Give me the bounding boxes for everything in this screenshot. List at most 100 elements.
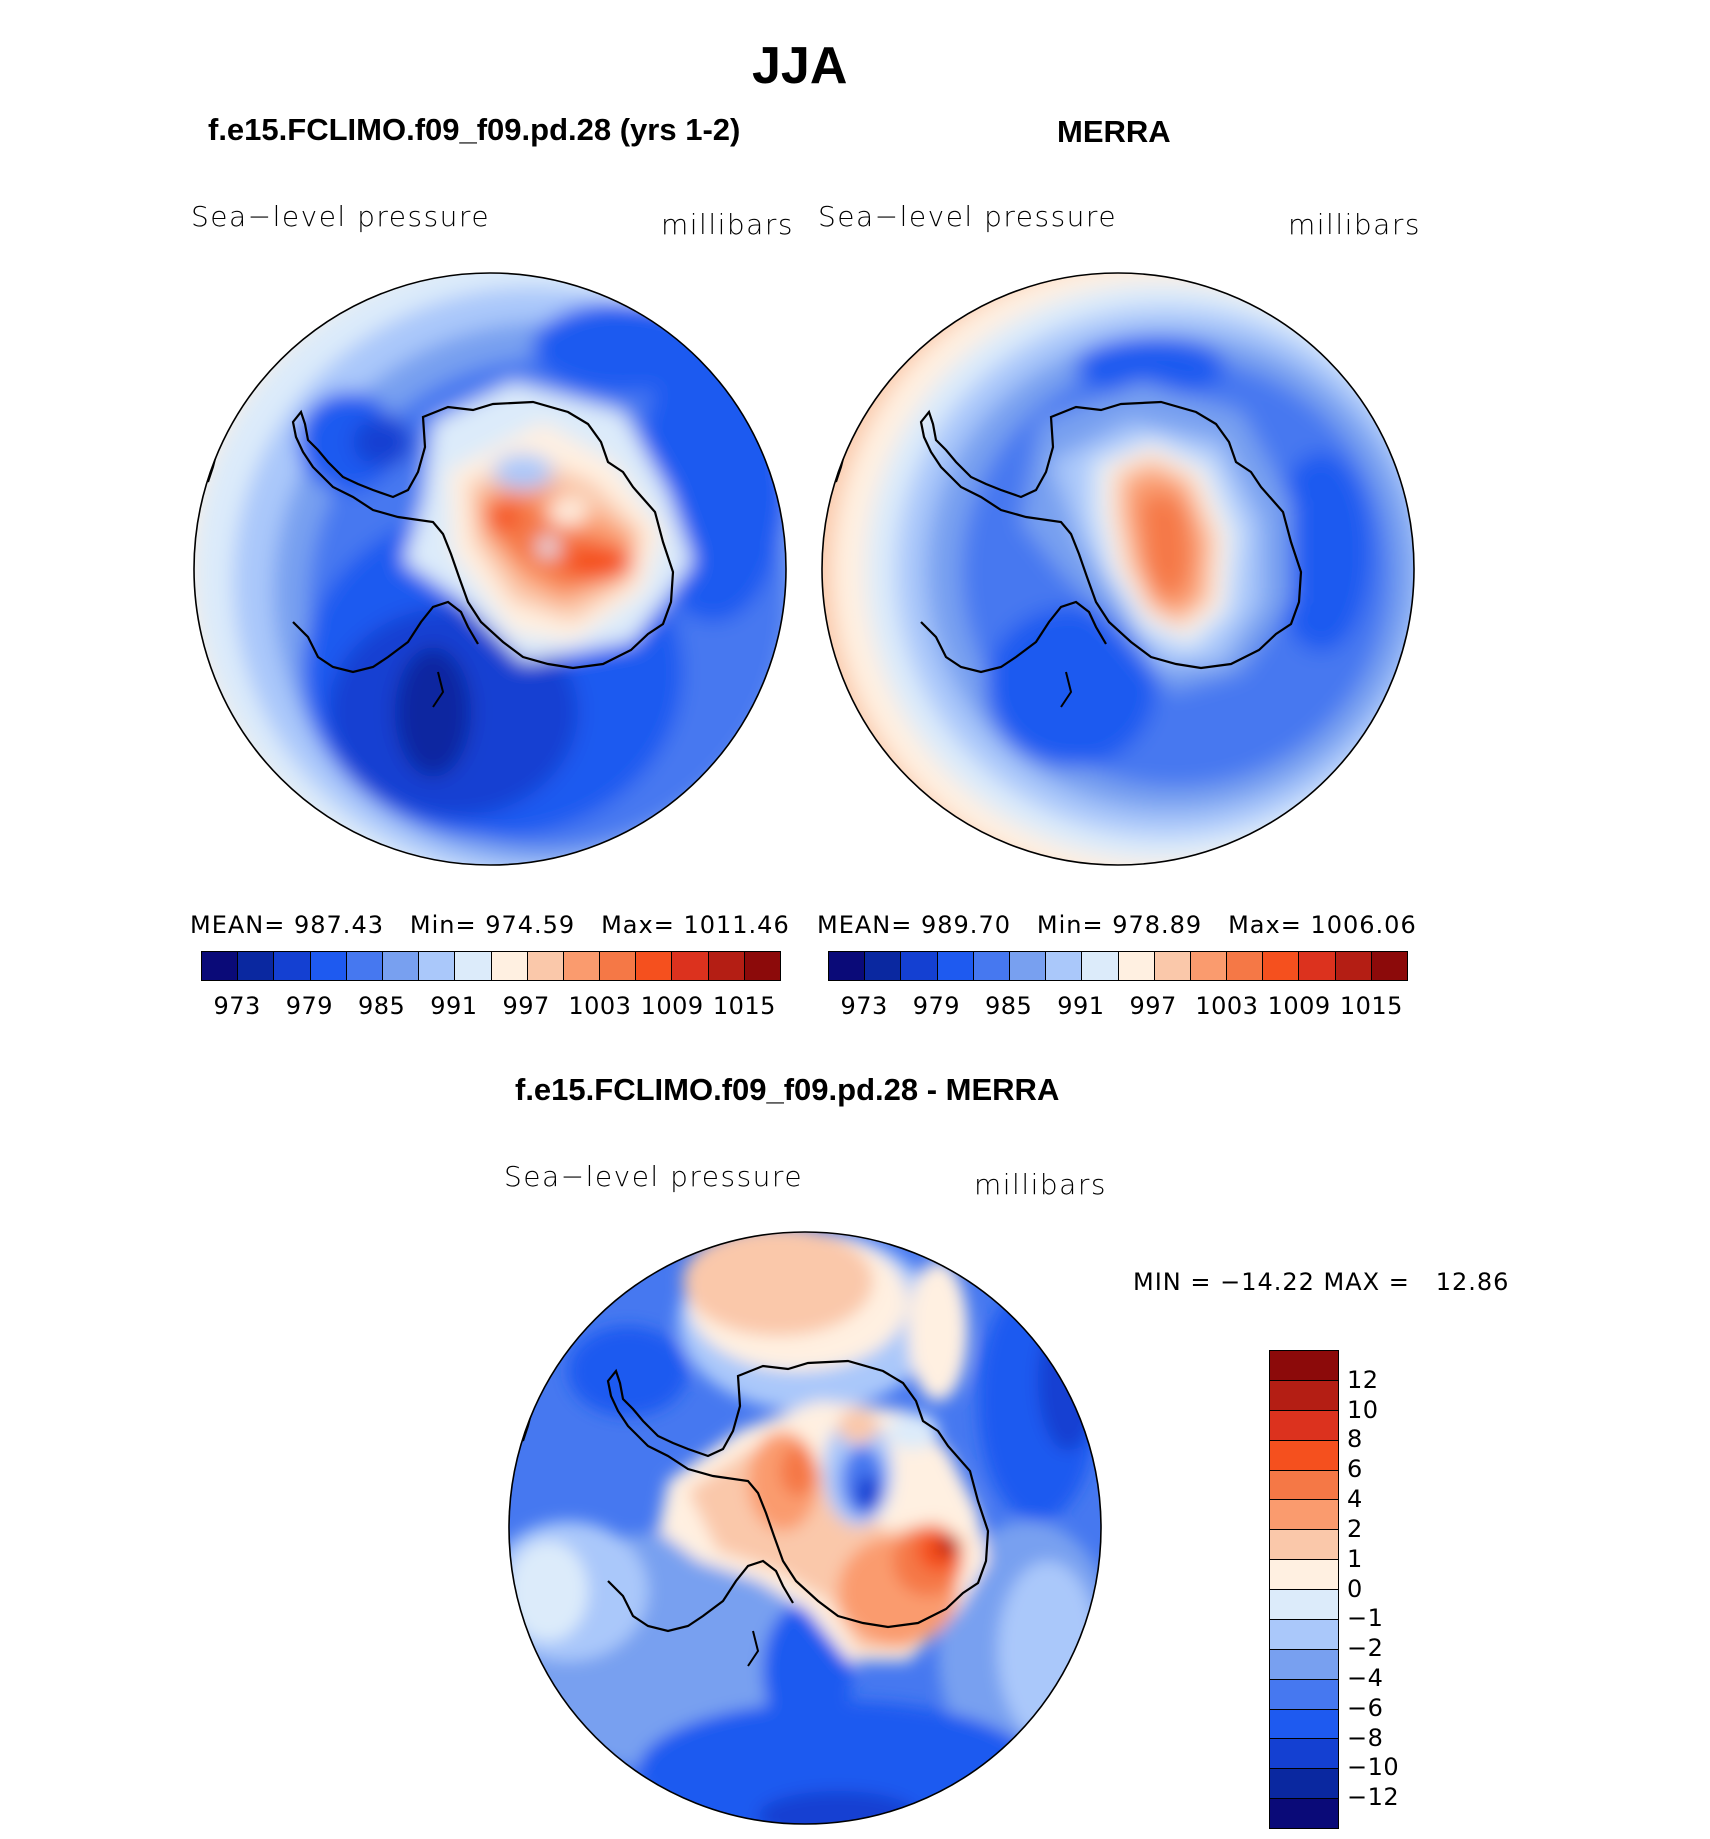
diff-panel-map xyxy=(508,1231,1102,1825)
colorbar-swatch xyxy=(1009,952,1047,980)
panel-2-map xyxy=(821,272,1415,866)
colorbar-tick-label: 979 xyxy=(912,992,961,1020)
colorbar-tick-label: 12 xyxy=(1347,1365,1379,1394)
colorbar-tick-label: 1009 xyxy=(640,992,704,1020)
colorbar-swatch xyxy=(865,952,902,980)
colorbar-swatch xyxy=(1270,1590,1338,1620)
diff-panel-colorbar xyxy=(1269,1350,1339,1829)
panel-2-colorbar xyxy=(828,951,1408,981)
colorbar-tick-label: −8 xyxy=(1347,1723,1384,1752)
colorbar-swatch xyxy=(1371,952,1407,980)
panel-1-max-label: Max= xyxy=(601,911,675,939)
colorbar-swatch xyxy=(1154,952,1191,980)
panel-1-min-value: 974.59 xyxy=(485,911,576,939)
colorbar-swatch xyxy=(600,952,637,980)
diff-panel-variable: Sea−level pressure xyxy=(504,1160,804,1193)
panel-2-stats: MEAN= 989.70 Min= 978.89 Max= 1006.06 xyxy=(817,911,1417,939)
panel-2-min-label: Min= xyxy=(1036,911,1104,939)
colorbar-tick-label: 1015 xyxy=(1339,992,1403,1020)
colorbar-tick-label: 4 xyxy=(1347,1485,1363,1514)
colorbar-swatch xyxy=(1270,1619,1338,1650)
panel-2-min-value: 978.89 xyxy=(1112,911,1203,939)
colorbar-swatch xyxy=(563,952,601,980)
colorbar-swatch xyxy=(1335,952,1372,980)
colorbar-tick-label: 1003 xyxy=(1195,992,1259,1020)
colorbar-swatch xyxy=(1270,1679,1338,1710)
colorbar-tick-label: 973 xyxy=(213,992,261,1020)
colorbar-swatch xyxy=(1270,1500,1338,1531)
colorbar-swatch xyxy=(346,952,383,980)
colorbar-swatch xyxy=(1270,1739,1338,1770)
colorbar-tick-label: 1003 xyxy=(568,992,632,1020)
colorbar-swatch xyxy=(1270,1560,1338,1590)
colorbar-swatch xyxy=(901,952,938,980)
panel-1-colorbar xyxy=(201,951,781,981)
colorbar-swatch xyxy=(1270,1709,1338,1740)
colorbar-swatch xyxy=(238,952,275,980)
panel-2-max-value: 1006.06 xyxy=(1310,911,1417,939)
colorbar-swatch xyxy=(744,952,780,980)
colorbar-tick-label: 6 xyxy=(1347,1455,1363,1484)
colorbar-tick-label: −12 xyxy=(1347,1783,1400,1812)
colorbar-swatch xyxy=(1270,1769,1338,1800)
panel-2-units: millibars xyxy=(1288,208,1421,241)
panel-1-variable: Sea−level pressure xyxy=(191,200,491,233)
colorbar-swatch xyxy=(1270,1649,1338,1680)
colorbar-swatch xyxy=(1270,1799,1338,1828)
figure-title: JJA xyxy=(752,37,848,95)
colorbar-tick-label: −6 xyxy=(1347,1693,1384,1722)
colorbar-tick-label: 985 xyxy=(984,992,1033,1020)
colorbar-swatch xyxy=(1263,952,1300,980)
panel-1-min-label: Min= xyxy=(409,911,477,939)
diff-panel-units: millibars xyxy=(974,1168,1107,1201)
colorbar-tick-label: 991 xyxy=(1057,992,1105,1020)
colorbar-swatch xyxy=(310,952,347,980)
colorbar-swatch xyxy=(708,952,745,980)
colorbar-swatch xyxy=(202,952,239,980)
colorbar-tick-label: 997 xyxy=(1129,992,1177,1020)
panel-1-max-value: 1011.46 xyxy=(683,911,790,939)
colorbar-swatch xyxy=(1190,952,1228,980)
colorbar-swatch xyxy=(829,952,866,980)
panel-1-units: millibars xyxy=(661,208,794,241)
colorbar-tick-label: 979 xyxy=(285,992,334,1020)
colorbar-swatch xyxy=(1227,952,1264,980)
colorbar-swatch xyxy=(1270,1530,1338,1561)
colorbar-tick-label: 1 xyxy=(1347,1544,1363,1573)
colorbar-swatch xyxy=(1082,952,1119,980)
colorbar-swatch xyxy=(672,952,709,980)
colorbar-swatch xyxy=(1270,1470,1338,1501)
panel-1-mean-label: MEAN= xyxy=(190,911,286,939)
colorbar-swatch xyxy=(527,952,564,980)
colorbar-tick-label: 1009 xyxy=(1267,992,1331,1020)
colorbar-tick-label: 0 xyxy=(1347,1574,1363,1603)
panel-1-title: f.e15.FCLIMO.f09_f09.pd.28 (yrs 1-2) xyxy=(208,112,741,147)
colorbar-swatch xyxy=(491,952,528,980)
panel-2-mean-value: 989.70 xyxy=(921,911,1011,939)
colorbar-swatch xyxy=(419,952,456,980)
colorbar-swatch xyxy=(636,952,673,980)
colorbar-tick-label: −10 xyxy=(1347,1753,1400,1782)
panel-2-title: MERRA xyxy=(1057,114,1171,149)
panel-2-variable: Sea−level pressure xyxy=(818,200,1118,233)
colorbar-swatch xyxy=(1046,952,1083,980)
colorbar-tick-label: 997 xyxy=(502,992,550,1020)
diff-panel-title: f.e15.FCLIMO.f09_f09.pd.28 - MERRA xyxy=(515,1072,1060,1107)
colorbar-swatch xyxy=(382,952,420,980)
colorbar-swatch xyxy=(455,952,492,980)
panel-1-map xyxy=(193,272,787,866)
colorbar-tick-label: −4 xyxy=(1347,1663,1384,1692)
colorbar-swatch xyxy=(1270,1440,1338,1471)
colorbar-swatch xyxy=(1118,952,1155,980)
colorbar-tick-label: 2 xyxy=(1347,1514,1363,1543)
colorbar-tick-label: 991 xyxy=(430,992,478,1020)
colorbar-tick-label: 10 xyxy=(1347,1395,1379,1424)
diff-panel-minmax: MIN = −14.22 MAX = 12.86 xyxy=(1133,1268,1510,1296)
colorbar-tick-label: 985 xyxy=(357,992,406,1020)
colorbar-swatch xyxy=(1270,1410,1338,1441)
colorbar-tick-label: 8 xyxy=(1347,1425,1363,1454)
colorbar-swatch xyxy=(1270,1351,1338,1381)
colorbar-swatch xyxy=(937,952,974,980)
panel-1-mean-value: 987.43 xyxy=(294,911,384,939)
panel-2-mean-label: MEAN= xyxy=(817,911,913,939)
